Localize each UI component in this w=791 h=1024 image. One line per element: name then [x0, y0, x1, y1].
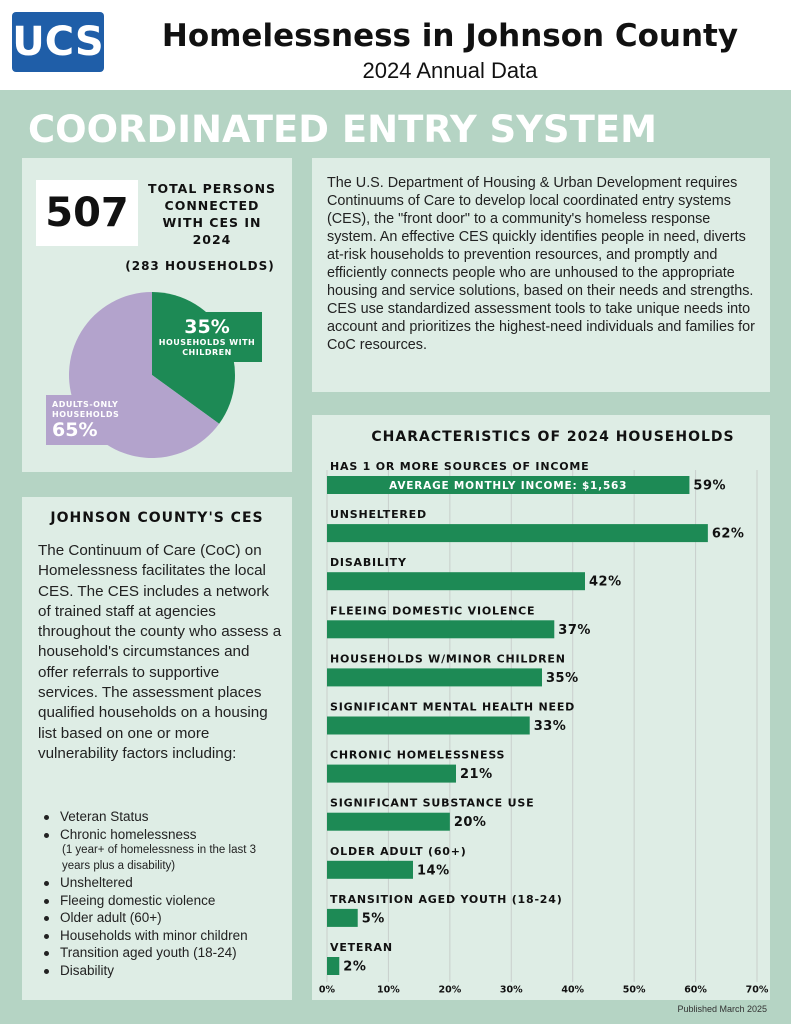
value-label: 2%	[343, 960, 366, 975]
value-label: 37%	[558, 623, 591, 638]
bar	[327, 668, 542, 687]
pie-label: ADULTS-ONLY HOUSEHOLDS 65%	[46, 395, 150, 445]
bar	[327, 476, 690, 494]
bullet-note: (1 year+ of homelessness in the last 3 y…	[62, 844, 257, 872]
x-tick-label: 0%	[319, 985, 336, 996]
category-label: TRANSITION AGED YOUTH (18-24)	[330, 893, 563, 906]
bullet: Unsheltered	[44, 874, 284, 892]
bullet: Disability	[44, 962, 284, 980]
x-tick-label: 50%	[623, 985, 646, 996]
bullet-dot	[44, 881, 49, 886]
logo: UCS	[12, 12, 104, 72]
category-label: HAS 1 OR MORE SOURCES OF INCOME	[330, 460, 589, 473]
ces-bullets: Veteran Status Chronic homelessness (1 yea…	[44, 808, 284, 979]
pie-value-label: 35%	[184, 315, 230, 338]
value-label: 35%	[546, 671, 579, 686]
x-tick-label: 20%	[438, 985, 461, 996]
bullet-text: Veteran Status	[60, 809, 149, 824]
bullet-dot	[44, 898, 49, 904]
stat-sublabel: (283 HOUSEHOLDS)	[125, 259, 275, 273]
category-label: SIGNIFICANT SUBSTANCE USE	[330, 797, 534, 810]
bullet-dot	[44, 815, 49, 820]
ces-text: The Continuum of Care (CoC) on Homelessn…	[38, 542, 282, 762]
bullet-text: Chronic homelessness	[60, 826, 197, 842]
section-title: COORDINATED ENTRY SYSTEM	[28, 108, 657, 151]
intro-text: The U.S. Department of Housing & Urban D…	[327, 175, 755, 353]
bullet: Fleeing domestic violence	[44, 892, 284, 910]
bullet-text: Households with minor children	[60, 927, 248, 943]
bullet-text: Older adult (60+)	[60, 910, 162, 925]
value-label: 14%	[417, 863, 450, 878]
category-label: FLEEING DOMESTIC VIOLENCE	[330, 604, 535, 617]
bullet-dot	[44, 968, 49, 974]
pie-category-label: HOUSEHOLDS WITH CHILDREN	[158, 337, 256, 357]
value-label: 62%	[712, 527, 745, 542]
pie-category-label: ADULTS-ONLY HOUSEHOLDS	[52, 399, 120, 419]
category-label: SIGNIFICANT MENTAL HEALTH NEED	[330, 701, 575, 714]
value-label: 21%	[460, 767, 493, 782]
bullet-text: Fleeing domestic violence	[60, 892, 216, 908]
bullet: Transition aged youth (18-24)	[44, 944, 284, 962]
bar	[327, 764, 456, 783]
bar	[327, 524, 708, 543]
bullet-dot	[44, 916, 49, 921]
category-label: CHRONIC HOMELESSNESS	[330, 749, 505, 762]
ces-panel	[22, 497, 292, 1000]
category-label: OLDER ADULT (60+)	[330, 845, 467, 858]
value-label: 42%	[589, 575, 622, 590]
subtitle: 2024 Annual Data	[362, 58, 538, 83]
bullet-text: Transition aged youth (18-24)	[60, 945, 237, 960]
bar	[327, 908, 358, 927]
bullet-text: Unsheltered	[60, 875, 133, 890]
bullet-dot	[44, 832, 49, 838]
pie-label: 35% HOUSEHOLDS WITH CHILDREN	[152, 312, 262, 362]
stat-label: TOTAL PERSONS CONNECTED WITH CES IN 2024	[147, 181, 277, 247]
value-label: 20%	[454, 815, 487, 830]
intro-panel	[312, 158, 770, 392]
chart-title: CHARACTERISTICS OF 2024 HOUSEHOLDS	[371, 429, 734, 445]
pie-value-label: 65%	[52, 418, 98, 441]
bar	[327, 620, 555, 639]
bar	[327, 860, 413, 879]
bullet: Older adult (60+)	[44, 909, 284, 927]
ces-heading: JOHNSON COUNTY'S CES	[50, 510, 264, 526]
annotation: AVERAGE MONTHLY INCOME: $1,563	[389, 480, 627, 492]
x-tick-label: 10%	[377, 985, 400, 996]
header-band	[0, 0, 791, 90]
value-label: 5%	[362, 911, 385, 926]
title: Homelessness in Johnson County	[161, 18, 739, 54]
footer: Published March 2025	[677, 1004, 767, 1014]
x-tick-label: 30%	[500, 985, 523, 996]
bar	[327, 716, 530, 735]
value-label: 59%	[693, 479, 726, 494]
bullet-text: Disability	[60, 962, 115, 978]
bullet-dot	[44, 933, 49, 939]
bullet-dot	[44, 951, 49, 956]
category-label: VETERAN	[330, 941, 393, 954]
category-label: DISABILITY	[330, 556, 407, 569]
bullet: Chronic homelessness (1 year+ of homeless…	[44, 826, 284, 875]
x-tick-label: 40%	[561, 985, 584, 996]
category-label: HOUSEHOLDS W/MINOR CHILDREN	[330, 652, 566, 665]
bullet: Veteran Status	[44, 808, 284, 826]
x-tick-label: 70%	[746, 985, 769, 996]
stat-value: 507	[36, 180, 138, 246]
x-tick-label: 60%	[684, 985, 707, 996]
bar	[327, 572, 585, 591]
bar	[327, 812, 450, 831]
value-label: 33%	[534, 719, 567, 734]
category-label: UNSHELTERED	[330, 508, 427, 521]
bullet: Households with minor children	[44, 927, 284, 945]
bar	[327, 957, 340, 975]
